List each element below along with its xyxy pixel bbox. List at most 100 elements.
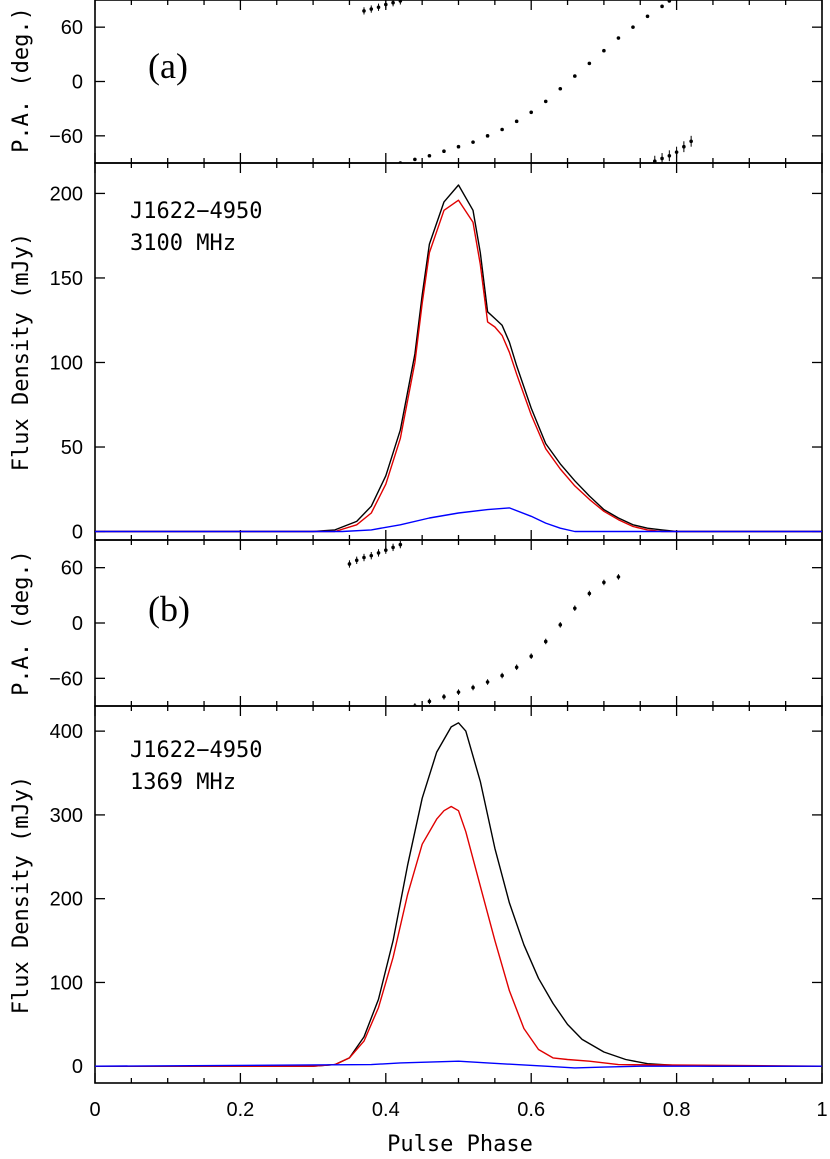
y-tick-label: 100: [50, 972, 83, 994]
pa-point: [587, 61, 592, 66]
x-tick-label: 0.8: [663, 1099, 691, 1121]
plot-area: [362, 0, 693, 163]
pa-point: [398, 0, 403, 3]
plot-area: [95, 722, 822, 1069]
x-tick-label: 0: [89, 1099, 100, 1121]
pa-point: [391, 0, 395, 5]
pa-point: [384, 548, 388, 552]
plot-area: [95, 184, 822, 533]
pa-point: [354, 558, 359, 563]
profile-series-line: [95, 184, 822, 533]
pa-point: [689, 139, 693, 144]
pa-point: [391, 545, 395, 550]
y-tick-label: 60: [61, 17, 83, 39]
pa-point: [529, 110, 533, 115]
panel-a-pulsar-name: J1622−4950: [130, 199, 262, 224]
x-tick-label: 1: [816, 1099, 827, 1121]
plot-area: [347, 540, 621, 706]
pa-point: [543, 639, 548, 644]
panel-frame: [94, 0, 823, 164]
profile-series-line: [95, 722, 822, 1067]
y-tick-label: 300: [50, 805, 83, 827]
y-tick-label: 0: [72, 72, 83, 94]
y-axis-label: Flux Density (mJy): [9, 776, 34, 1014]
pa-point: [616, 575, 621, 579]
pa-point: [529, 654, 533, 658]
pa-point: [427, 699, 432, 704]
y-tick-label: 0: [72, 1056, 83, 1078]
y-tick-label: 0: [72, 522, 83, 544]
panel-a-label: (a): [148, 46, 188, 86]
pa-point: [602, 580, 606, 585]
pa-point: [682, 144, 686, 149]
profile-series-line: [95, 805, 822, 1067]
pa-point: [442, 694, 446, 699]
pa-point: [543, 99, 548, 104]
pa-point: [667, 153, 672, 158]
profile-series-line: [95, 507, 822, 533]
panel-b-frequency: 1369 MHz: [130, 770, 236, 795]
y-axis-label: P.A. (deg.): [9, 7, 34, 153]
y-tick-label: 0: [72, 613, 83, 635]
pa-point: [573, 606, 577, 611]
pa-point: [573, 74, 577, 78]
pa-point: [602, 48, 606, 53]
y-tick-label: −60: [49, 126, 83, 148]
pa-point: [500, 127, 504, 132]
pa-point: [667, 0, 672, 3]
y-axis-label: P.A. (deg.): [9, 550, 34, 696]
pa-point: [362, 555, 366, 560]
pa-point: [485, 680, 490, 684]
pa-point: [369, 553, 374, 558]
pa-point: [558, 86, 563, 91]
pa-point: [645, 14, 650, 19]
panel-b-flux-profile: J1622−4950 1369 MHz 0 100 200 300 400 Flux De…: [9, 705, 828, 1121]
pa-point: [369, 7, 374, 11]
pa-point: [514, 119, 519, 124]
pa-point: [587, 591, 592, 596]
pa-point: [398, 542, 403, 547]
profile-series-line: [95, 199, 822, 533]
pa-point: [413, 157, 417, 162]
x-tick-label: 0.2: [226, 1099, 254, 1121]
pa-point: [500, 673, 504, 678]
pa-point: [376, 5, 381, 10]
pa-point: [616, 36, 621, 40]
pa-point: [485, 134, 490, 138]
x-tick-label: 0.4: [372, 1099, 400, 1121]
pa-point: [631, 25, 635, 29]
panel-a-flux-profile: J1622−4950 3100 MHz 0 50 100 150 200 Flux Den…: [9, 162, 823, 544]
pa-point: [660, 4, 664, 9]
profile-series-line: [95, 1060, 822, 1069]
y-tick-label: 100: [50, 352, 83, 374]
y-tick-label: 200: [50, 183, 83, 205]
panel-b-position-angle: (b) −60 0 60 P.A. (deg.): [9, 539, 823, 707]
pa-point: [471, 140, 475, 144]
panel-b-label: (b): [148, 589, 190, 629]
y-tick-label: 50: [61, 437, 83, 459]
pa-point: [427, 153, 432, 158]
pa-point: [347, 562, 352, 566]
panel-b-pulsar-name: J1622−4950: [130, 738, 262, 763]
pa-point: [652, 159, 657, 163]
pa-point: [362, 9, 366, 13]
y-tick-label: 400: [50, 721, 83, 743]
y-axis-label: Flux Density (mJy): [9, 233, 34, 471]
y-tick-label: 60: [61, 558, 83, 580]
pa-point: [376, 551, 381, 555]
pa-point: [660, 156, 664, 161]
pa-point: [514, 665, 519, 670]
y-tick-label: 200: [50, 889, 83, 911]
x-tick-label: 0.6: [517, 1099, 545, 1121]
x-axis-label: Pulse Phase: [387, 1132, 533, 1157]
pa-point: [558, 623, 563, 627]
pa-point: [471, 685, 475, 690]
pa-point: [442, 149, 446, 154]
panel-a-position-angle: (a) −60 0 60 P.A. (deg.): [9, 0, 823, 164]
pa-point: [456, 144, 461, 149]
y-tick-label: −60: [49, 668, 83, 690]
pa-point: [456, 690, 461, 694]
pa-point: [674, 150, 679, 154]
panel-a-frequency: 3100 MHz: [130, 231, 236, 256]
